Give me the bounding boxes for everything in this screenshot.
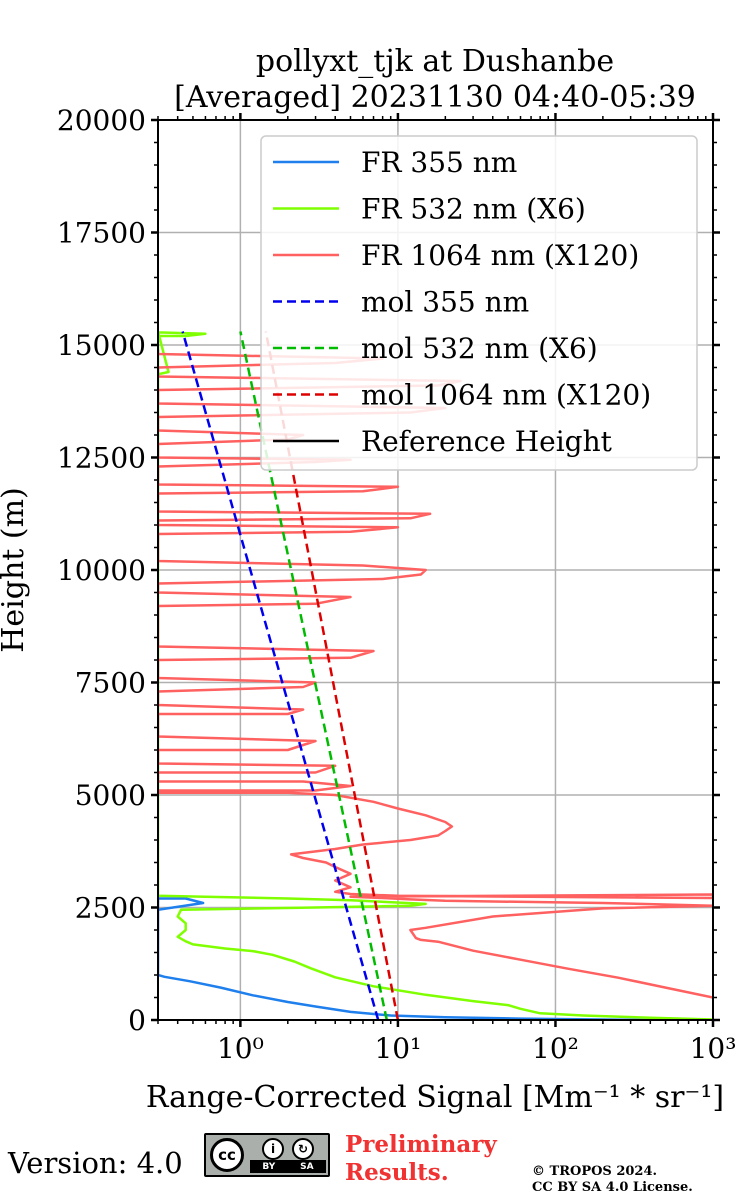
y-tick-label: 20000 [57,104,146,137]
by-icon: i [262,1138,284,1160]
x-tick-label: 10³ [690,1032,737,1065]
y-tick-label: 5000 [75,779,146,812]
legend-label-7: Reference Height [361,425,613,458]
legend-box [260,135,698,471]
x-tick-label: 10¹ [374,1032,421,1065]
axis-ticks: 0 2500 5000 7500 10000 12500 15000 17500 20000 10… [57,104,737,1065]
copyright-notice: © TROPOS 2024. CC BY SA 4.0 License. [532,1164,693,1196]
legend-label-3: FR 1064 nm (X120) [361,239,639,272]
series-line-5 [239,331,389,1020]
preliminary-line2: Results. [345,1159,449,1186]
y-tick-label: 2500 [75,892,146,925]
x-axis-label: Range-Corrected Signal [Mm⁻¹ * sr⁻¹] [146,1080,724,1115]
x-tick-label: 10⁰ [217,1032,264,1065]
y-tick-label: 12500 [57,442,146,475]
y-axis-label: Height (m) [0,487,31,652]
series-line-2 [158,330,713,1020]
sa-icon: ↻ [292,1138,314,1160]
chart-title: pollyxt_tjk at Dushanbe [256,44,614,79]
legend-label-2: FR 532 nm (X6) [361,193,586,226]
legend-label-4: mol 355 nm [361,286,529,319]
chart-subtitle: [Averaged] 20231130 04:40-05:39 [174,80,696,115]
legend: FR 355 nm FR 532 nm (X6) FR 1064 nm (X120)… [260,135,698,471]
cc-icon: cc [210,1138,244,1172]
legend-label-6: mol 1064 nm (X120) [361,379,651,412]
series-line-6 [264,331,400,1020]
y-tick-label: 10000 [57,554,146,587]
series-line-4 [181,331,380,1020]
preliminary-results-label: Preliminary Results. [345,1131,497,1187]
y-tick-label: 7500 [75,667,146,700]
by-label: BY [262,1161,276,1172]
copyright-line2: CC BY SA 4.0 License. [532,1180,693,1195]
y-tick-label: 0 [128,1004,146,1037]
lidar-profile-chart: pollyxt_tjk at Dushanbe [Averaged] 20231… [0,44,737,1115]
cc-strip: BY SA [250,1160,326,1173]
x-tick-label: 10² [532,1032,579,1065]
series-line-1 [158,897,651,1020]
legend-label-1: FR 355 nm [361,146,517,179]
cc-by-sa-badge: cc i ↻ BY SA [204,1133,330,1177]
y-tick-label: 17500 [57,217,146,250]
preliminary-line1: Preliminary [345,1131,497,1158]
version-label: Version: 4.0 [8,1146,183,1180]
legend-label-5: mol 532 nm (X6) [361,332,598,365]
sa-label: SA [300,1161,314,1172]
copyright-line1: © TROPOS 2024. [532,1164,658,1179]
y-tick-label: 15000 [57,329,146,362]
